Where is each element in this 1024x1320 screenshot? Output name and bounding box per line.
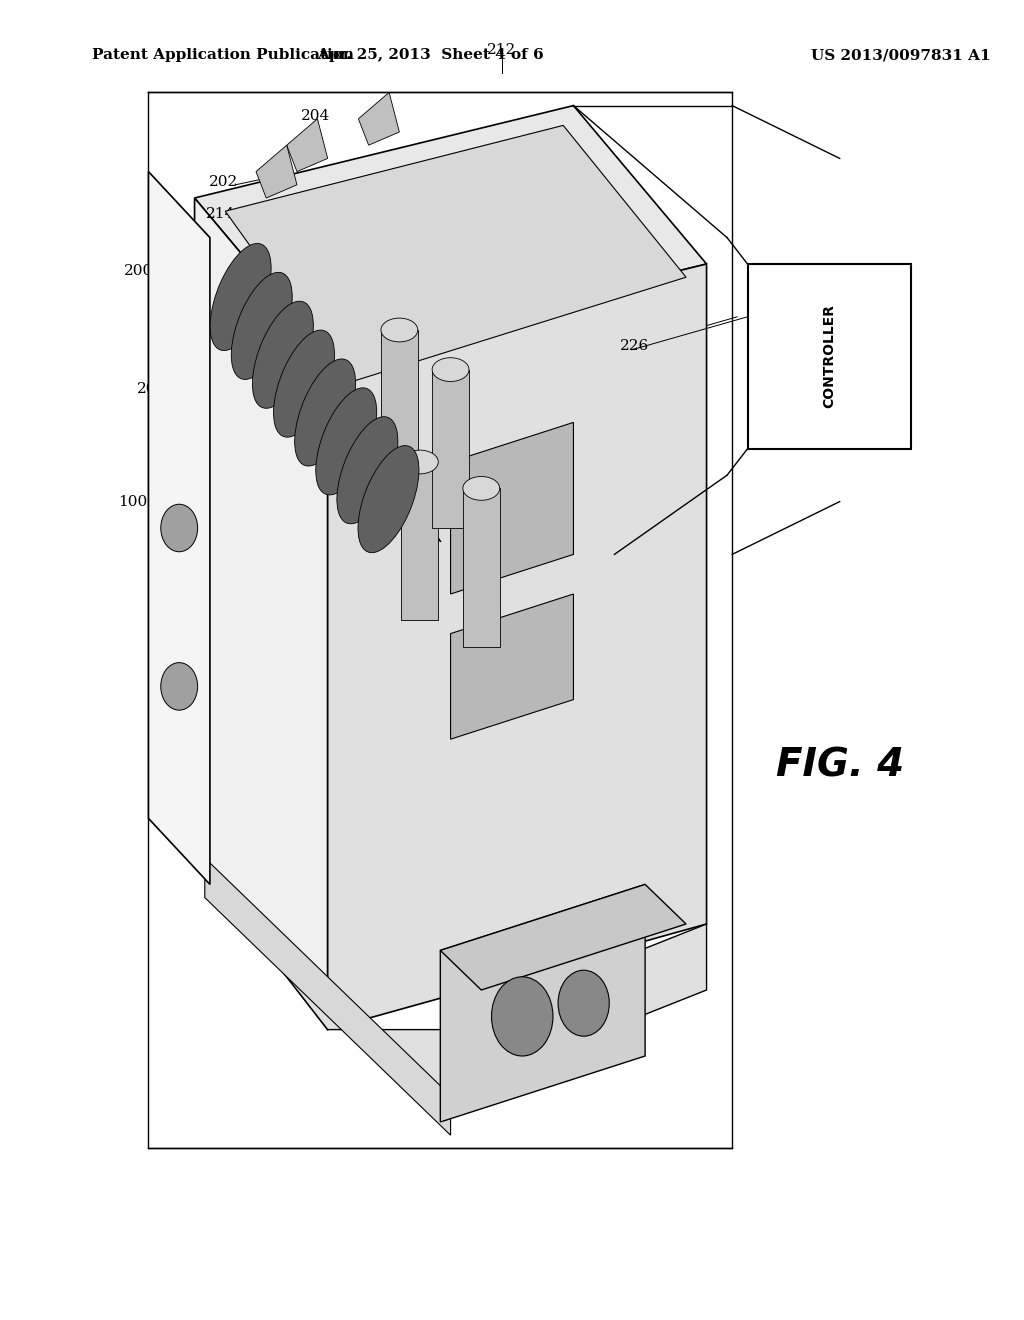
Ellipse shape bbox=[463, 477, 500, 500]
Text: 214: 214 bbox=[362, 308, 391, 321]
Polygon shape bbox=[451, 422, 573, 594]
Text: 202: 202 bbox=[209, 176, 238, 189]
Polygon shape bbox=[195, 106, 707, 356]
Text: Patent Application Publication: Patent Application Publication bbox=[92, 49, 354, 62]
Polygon shape bbox=[195, 858, 707, 1096]
Ellipse shape bbox=[252, 301, 313, 408]
Text: 208: 208 bbox=[211, 323, 240, 337]
Ellipse shape bbox=[231, 272, 292, 379]
Ellipse shape bbox=[358, 446, 419, 553]
Text: 206: 206 bbox=[137, 383, 166, 396]
FancyBboxPatch shape bbox=[748, 264, 911, 449]
Text: 100: 100 bbox=[119, 495, 147, 508]
Ellipse shape bbox=[210, 243, 271, 351]
Polygon shape bbox=[148, 172, 210, 884]
Circle shape bbox=[492, 977, 553, 1056]
Polygon shape bbox=[440, 884, 645, 1122]
Polygon shape bbox=[401, 462, 438, 620]
Text: FIG. 4: FIG. 4 bbox=[775, 747, 904, 784]
Ellipse shape bbox=[401, 450, 438, 474]
Circle shape bbox=[161, 663, 198, 710]
Polygon shape bbox=[358, 92, 399, 145]
Text: Apr. 25, 2013  Sheet 4 of 6: Apr. 25, 2013 Sheet 4 of 6 bbox=[316, 49, 544, 62]
Circle shape bbox=[161, 504, 198, 552]
Ellipse shape bbox=[432, 358, 469, 381]
Circle shape bbox=[558, 970, 609, 1036]
Polygon shape bbox=[451, 594, 573, 739]
Polygon shape bbox=[225, 125, 686, 383]
Polygon shape bbox=[440, 884, 686, 990]
Polygon shape bbox=[328, 264, 707, 1030]
Text: 204: 204 bbox=[301, 110, 330, 123]
Polygon shape bbox=[463, 488, 500, 647]
Ellipse shape bbox=[337, 417, 398, 524]
Polygon shape bbox=[287, 119, 328, 172]
Text: 217: 217 bbox=[554, 281, 583, 294]
Polygon shape bbox=[205, 858, 451, 1135]
Text: CONTROLLER: CONTROLLER bbox=[822, 305, 837, 408]
Polygon shape bbox=[195, 198, 328, 1030]
Ellipse shape bbox=[315, 388, 377, 495]
Polygon shape bbox=[256, 145, 297, 198]
Polygon shape bbox=[432, 370, 469, 528]
Ellipse shape bbox=[295, 359, 355, 466]
Text: 214: 214 bbox=[206, 207, 234, 220]
Ellipse shape bbox=[273, 330, 335, 437]
Text: 226: 226 bbox=[621, 339, 649, 352]
Polygon shape bbox=[381, 330, 418, 488]
Text: 200: 200 bbox=[124, 264, 153, 277]
Ellipse shape bbox=[381, 318, 418, 342]
Text: 212: 212 bbox=[487, 44, 516, 57]
Text: US 2013/0097831 A1: US 2013/0097831 A1 bbox=[811, 49, 991, 62]
